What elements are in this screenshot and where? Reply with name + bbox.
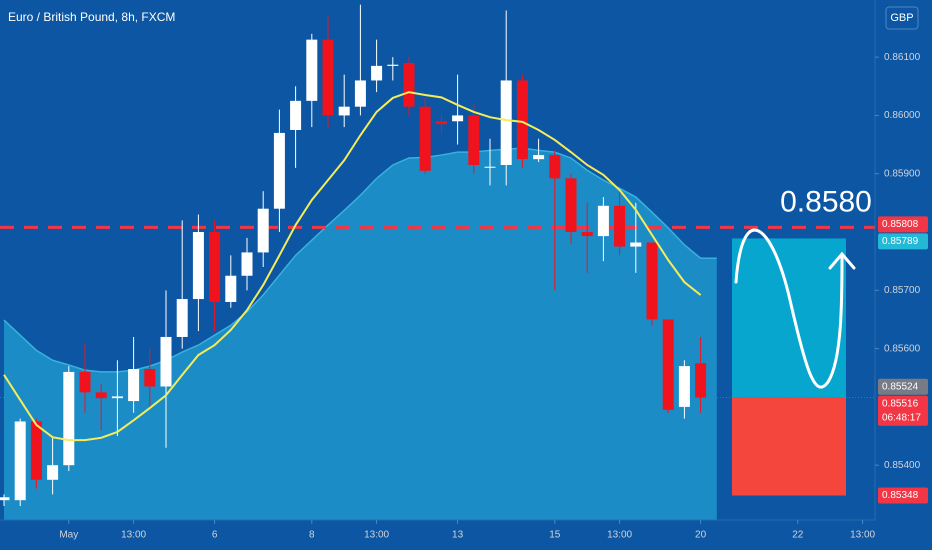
candle-body <box>257 208 269 253</box>
price-marker <box>878 378 928 395</box>
x-tick-label: May <box>59 530 78 541</box>
cloud-area <box>4 148 717 520</box>
forecast-curve <box>734 228 844 389</box>
candle-body <box>144 369 156 387</box>
candle-body <box>581 232 593 237</box>
y-tick-label: 0.86100 <box>884 52 921 63</box>
candle-body <box>371 65 383 81</box>
candle-body <box>500 80 512 165</box>
candle-body <box>241 252 253 276</box>
cloud-edge <box>3 147 717 373</box>
x-tick-label: 20 <box>695 530 707 541</box>
candle-body <box>516 80 528 160</box>
candle-body <box>419 106 431 171</box>
candle-body <box>662 319 674 410</box>
x-tick-label: 22 <box>792 530 804 541</box>
candle-body <box>322 39 334 116</box>
candle-body <box>79 371 91 393</box>
currency[interactable]: GBP <box>890 12 913 24</box>
candle-body <box>128 369 140 402</box>
price-marker-label: 0.85524 <box>882 381 919 392</box>
moving-average <box>3 91 702 442</box>
x-tick-label: 13:00 <box>121 530 146 541</box>
candle-body <box>30 421 42 480</box>
candle-body <box>435 121 447 125</box>
x-tick-label: 6 <box>212 530 218 541</box>
target-zone <box>732 238 846 398</box>
candle-body <box>14 421 26 501</box>
x-tick-label: 13:00 <box>607 530 632 541</box>
candle-body <box>111 396 123 399</box>
price-marker <box>878 487 928 504</box>
candle-body <box>176 299 188 337</box>
plot-area: 0.8580 <box>0 4 875 520</box>
candle-body <box>387 64 399 66</box>
chart-title: Euro / British Pound, 8h, FXCM <box>8 10 175 24</box>
y-tick-label: 0.85700 <box>884 285 921 296</box>
candle-body <box>338 106 350 116</box>
price-marker-label: 0.85348 <box>882 490 919 501</box>
candle-body <box>0 497 10 501</box>
stop-zone <box>732 397 846 496</box>
y-tick-label: 0.85900 <box>884 168 921 179</box>
candle-body <box>47 465 59 480</box>
candle-body <box>565 178 577 233</box>
x-tick-label: 13:00 <box>850 530 875 541</box>
candle-body <box>533 155 545 160</box>
price-marker-label: 0.85516 <box>882 398 919 409</box>
price-marker <box>878 395 928 426</box>
candle-body <box>549 155 561 179</box>
candle-body <box>192 232 204 300</box>
currency-button[interactable] <box>885 6 919 30</box>
candle-body <box>614 205 626 247</box>
candle-body <box>678 366 690 407</box>
candle-body <box>403 62 415 107</box>
candle-body <box>484 166 496 168</box>
price-marker-label: 0.85789 <box>882 236 919 247</box>
candle-body <box>646 242 658 320</box>
y-tick-label: 0.85600 <box>884 343 921 354</box>
candle-body <box>354 80 366 107</box>
candle-body <box>468 115 480 165</box>
candle-body <box>306 39 318 101</box>
forecast-arrow <box>828 251 856 270</box>
y-tick-label: 0.85400 <box>884 460 921 471</box>
candle-body <box>273 132 285 209</box>
price-marker <box>878 216 928 233</box>
price-marker-label: 0.85808 <box>882 219 919 230</box>
candle-body <box>63 371 75 466</box>
candle-body <box>95 392 107 399</box>
candle-body <box>695 363 707 398</box>
countdown: 06:48:17 <box>882 412 921 423</box>
candle-body <box>225 275 237 302</box>
candle-body <box>597 205 609 237</box>
price-marker <box>878 233 928 250</box>
x-tick-label: 15 <box>549 530 561 541</box>
candle-body <box>630 242 642 247</box>
candle-body <box>290 100 302 130</box>
candle-body <box>209 232 221 302</box>
x-tick-label: 8 <box>309 530 315 541</box>
x-tick-label: 13:00 <box>364 530 389 541</box>
candle-body <box>452 115 464 122</box>
y-tick-label: 0.86000 <box>884 110 921 121</box>
x-tick-label: 13 <box>452 530 464 541</box>
target-annotation: 0.8580 <box>780 185 872 218</box>
candle-body <box>160 336 172 387</box>
